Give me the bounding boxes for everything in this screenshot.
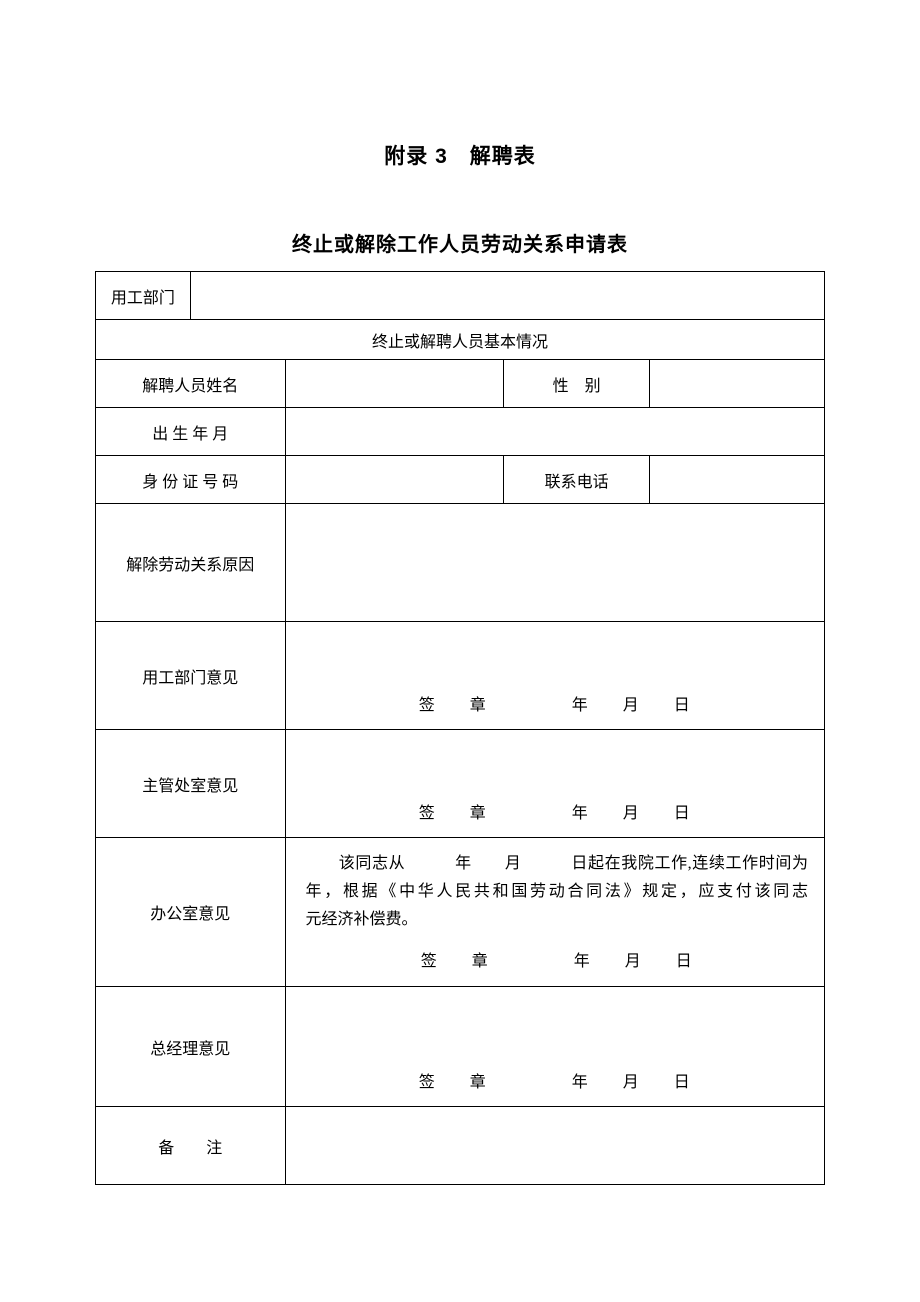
value-phone	[650, 456, 825, 504]
row-note: 备 注	[96, 1107, 825, 1185]
row-section-header: 终止或解聘人员基本情况	[96, 320, 825, 360]
row-office-opinion: 办公室意见 该同志从 年 月 日起在我院工作,连续工作时间为 年，根据《中华人民…	[96, 838, 825, 987]
sign-line-dept: 签 章 年 月 日	[300, 691, 810, 715]
row-dept-opinion: 用工部门意见 签 章 年 月 日	[96, 622, 825, 730]
label-reason: 解除劳动关系原因	[96, 504, 286, 622]
row-id-phone: 身 份 证 号 码 联系电话	[96, 456, 825, 504]
dismissal-form-table: 用工部门 终止或解聘人员基本情况 解聘人员姓名 性 别 出 生 年 月 身 份 …	[95, 271, 825, 1185]
label-office-opinion: 办公室意见	[96, 838, 286, 987]
sign-line-office: 签 章 年 月 日	[306, 948, 808, 976]
value-office-opinion: 该同志从 年 月 日起在我院工作,连续工作时间为 年，根据《中华人民共和国劳动合…	[285, 838, 824, 987]
row-name-gender: 解聘人员姓名 性 别	[96, 360, 825, 408]
label-phone: 联系电话	[504, 456, 650, 504]
label-name: 解聘人员姓名	[96, 360, 286, 408]
label-department: 用工部门	[96, 272, 191, 320]
label-note: 备 注	[96, 1107, 286, 1185]
value-note	[285, 1107, 824, 1185]
label-id-number: 身 份 证 号 码	[96, 456, 286, 504]
row-supervisor-opinion: 主管处室意见 签 章 年 月 日	[96, 730, 825, 838]
label-gm-opinion: 总经理意见	[96, 987, 286, 1107]
label-section-header: 终止或解聘人员基本情况	[96, 320, 825, 360]
row-gm-opinion: 总经理意见 签 章 年 月 日	[96, 987, 825, 1107]
label-birth: 出 生 年 月	[96, 408, 286, 456]
value-gm-opinion: 签 章 年 月 日	[285, 987, 824, 1107]
value-supervisor-opinion: 签 章 年 月 日	[285, 730, 824, 838]
value-name	[285, 360, 504, 408]
value-id-number	[285, 456, 504, 504]
value-department	[190, 272, 824, 320]
value-birth	[285, 408, 824, 456]
appendix-title: 附录 3 解聘表	[95, 140, 825, 170]
value-dept-opinion: 签 章 年 月 日	[285, 622, 824, 730]
label-supervisor-opinion: 主管处室意见	[96, 730, 286, 838]
sign-line-supervisor: 签 章 年 月 日	[300, 799, 810, 823]
value-gender	[650, 360, 825, 408]
row-department: 用工部门	[96, 272, 825, 320]
office-statement: 该同志从 年 月 日起在我院工作,连续工作时间为 年，根据《中华人民共和国劳动合…	[306, 850, 808, 934]
sign-line-gm: 签 章 年 月 日	[300, 1068, 810, 1092]
label-dept-opinion: 用工部门意见	[96, 622, 286, 730]
value-reason	[285, 504, 824, 622]
form-title: 终止或解除工作人员劳动关系申请表	[95, 228, 825, 257]
row-reason: 解除劳动关系原因	[96, 504, 825, 622]
row-birth: 出 生 年 月	[96, 408, 825, 456]
label-gender: 性 别	[504, 360, 650, 408]
